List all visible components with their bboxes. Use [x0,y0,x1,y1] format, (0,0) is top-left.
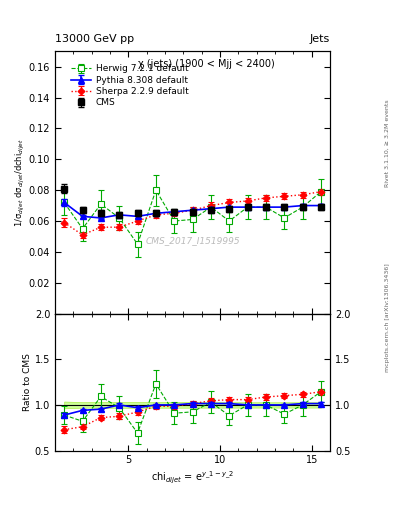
Text: Jets: Jets [310,33,330,44]
Y-axis label: 1/σ$_{dijet}$ dσ$_{dijet}$/dchi$_{dijet}$: 1/σ$_{dijet}$ dσ$_{dijet}$/dchi$_{dijet}… [14,138,27,227]
X-axis label: chi$_{dijet}$ = e$^{y\_1-y\_2}$: chi$_{dijet}$ = e$^{y\_1-y\_2}$ [151,470,234,486]
Text: 13000 GeV pp: 13000 GeV pp [55,33,134,44]
Legend: Herwig 7.2.1 default, Pythia 8.308 default, Sherpa 2.2.9 default, CMS: Herwig 7.2.1 default, Pythia 8.308 defau… [70,63,189,108]
Text: mcplots.cern.ch [arXiv:1306.3436]: mcplots.cern.ch [arXiv:1306.3436] [385,263,389,372]
Y-axis label: Ratio to CMS: Ratio to CMS [23,353,32,411]
Text: CMS_2017_I1519995: CMS_2017_I1519995 [145,236,240,245]
Text: Rivet 3.1.10, ≥ 3.2M events: Rivet 3.1.10, ≥ 3.2M events [385,99,389,187]
Text: χ (jets) (1900 < Mjj < 2400): χ (jets) (1900 < Mjj < 2400) [138,59,275,69]
